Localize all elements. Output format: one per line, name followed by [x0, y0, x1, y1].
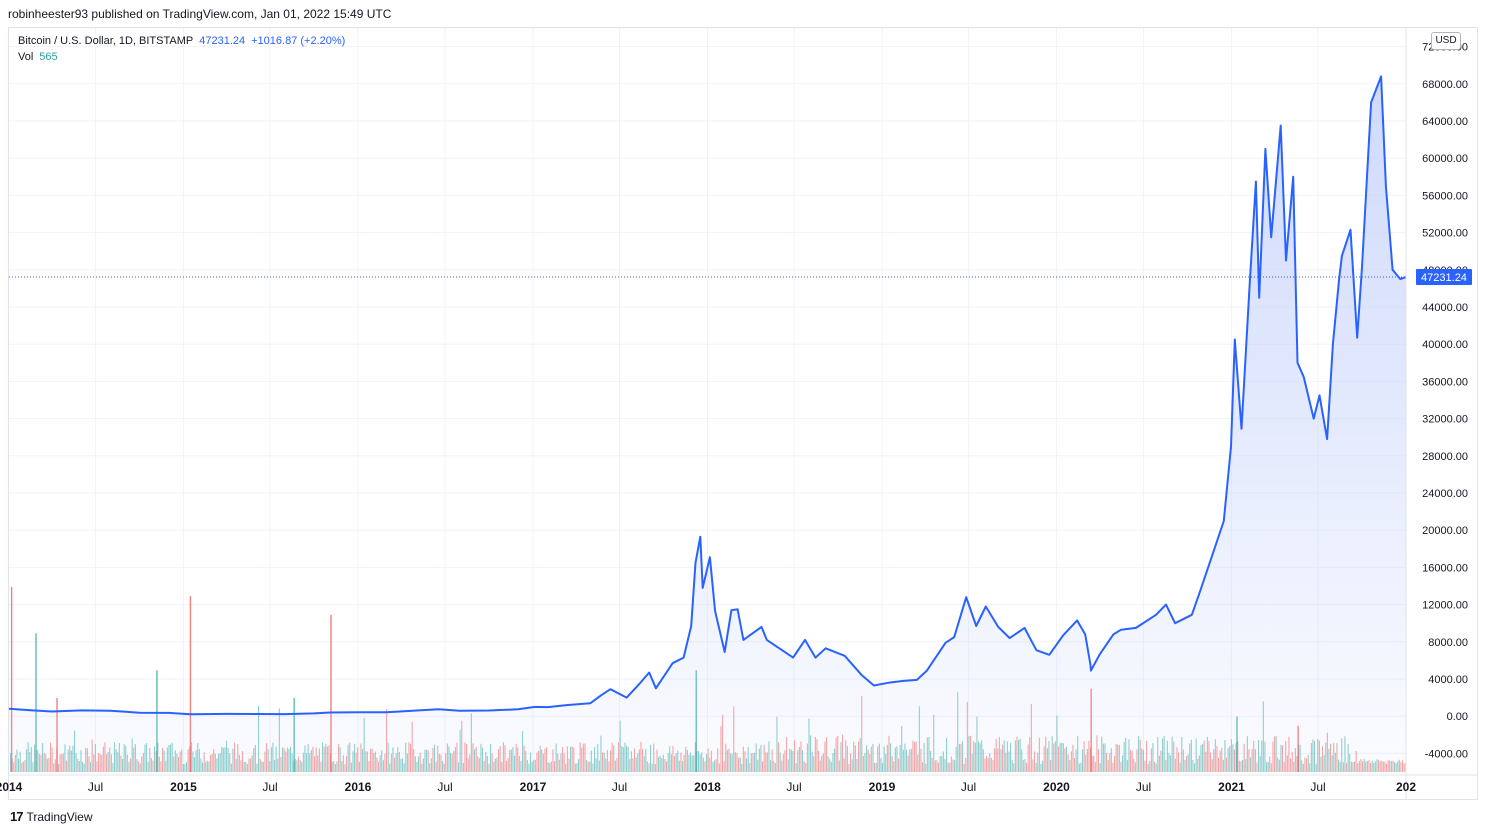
author-name[interactable]: robinheester93: [8, 7, 89, 21]
y-tick-label: 4000.00: [1428, 674, 1468, 686]
time-axis[interactable]: 2014 Jul 2015 Jul 2016 Jul 2017 Jul 2018 Jul 2019 J…: [0, 774, 1478, 794]
y-tick-label: 44000.00: [1422, 302, 1468, 314]
y-tick-label: 56000.00: [1422, 190, 1468, 202]
x-tick-label: Jul: [1136, 780, 1151, 794]
y-tick-label: 36000.00: [1422, 376, 1468, 388]
x-tick-label: Jul: [1310, 780, 1325, 794]
x-tick-label: 2018: [694, 780, 721, 794]
volume-value: 565: [39, 51, 58, 63]
x-tick-label: Jul: [961, 780, 976, 794]
price-line: [9, 75, 1406, 716]
y-tick-label: 64000.00: [1422, 116, 1468, 128]
y-tick-label: 12000.00: [1422, 600, 1468, 612]
y-tick-label: 40000.00: [1422, 339, 1468, 351]
x-tick-label: 2016: [345, 780, 372, 794]
y-tick-label: 32000.00: [1422, 414, 1468, 426]
symbol-title[interactable]: Bitcoin / U.S. Dollar, 1D, BITSTAMP: [18, 35, 194, 47]
symbol-row: Bitcoin / U.S. Dollar, 1D, BITSTAMP 47231…: [18, 33, 345, 49]
tradingview-logo[interactable]: 17 TradingView: [10, 809, 93, 824]
published-text: published on TradingView.com, Jan 01, 20…: [91, 7, 392, 21]
x-tick-label: Jul: [612, 780, 627, 794]
y-tick-label: 24000.00: [1422, 488, 1468, 500]
y-tick-label: -4000.00: [1425, 748, 1468, 760]
volume-label[interactable]: Vol: [18, 51, 34, 63]
y-tick-label: 28000.00: [1422, 451, 1468, 463]
volume-spike: [330, 614, 332, 772]
tradingview-mark-icon: 17: [10, 809, 24, 824]
x-tick-label: 2014: [0, 780, 23, 794]
x-tick-label: Jul: [786, 780, 801, 794]
y-tick-label: 20000.00: [1422, 525, 1468, 537]
volume-spike: [10, 587, 13, 772]
x-tick-label: Jul: [262, 780, 277, 794]
volume-spike: [35, 633, 37, 772]
x-tick-label: 2020: [1043, 780, 1070, 794]
x-tick-label: Jul: [88, 780, 103, 794]
last-price-marker: 47231.24: [9, 268, 1472, 285]
price-change: +1016.87 (+2.20%): [251, 35, 346, 47]
x-tick-label: 2017: [520, 780, 547, 794]
chart-frame: [8, 27, 1478, 800]
chart-legend: Bitcoin / U.S. Dollar, 1D, BITSTAMP 47231…: [18, 33, 345, 65]
publish-info: robinheester93 published on TradingView.…: [8, 7, 391, 21]
y-tick-label: 0.00: [1447, 711, 1468, 723]
last-price-tag: [1416, 268, 1472, 285]
y-tick-label: 8000.00: [1428, 637, 1468, 649]
y-tick-label: 68000.00: [1422, 79, 1468, 91]
y-tick-label: 60000.00: [1422, 153, 1468, 165]
x-tick-label: Jul: [437, 780, 452, 794]
x-tick-label: 202: [1396, 780, 1416, 794]
x-tick-label: 2019: [869, 780, 896, 794]
price-area: [9, 75, 1406, 772]
price-area-fill: [9, 76, 1406, 772]
volume-row: Vol 565: [18, 49, 345, 65]
x-tick-label: 2015: [170, 780, 197, 794]
tradingview-wordmark: TradingView: [26, 809, 93, 824]
last-price: 47231.24: [199, 35, 246, 47]
volume-spike: [189, 596, 192, 772]
y-tick-label: 16000.00: [1422, 562, 1468, 574]
currency-button[interactable]: USD: [1431, 32, 1461, 50]
x-tick-label: 2021: [1218, 780, 1245, 794]
y-tick-label: 52000.00: [1422, 228, 1468, 240]
price-axis[interactable]: -4000.00 0.00 4000.00 8000.00 12000.00 16000.…: [1405, 28, 1468, 800]
last-price-tag-label: 47231.24: [1421, 272, 1467, 284]
